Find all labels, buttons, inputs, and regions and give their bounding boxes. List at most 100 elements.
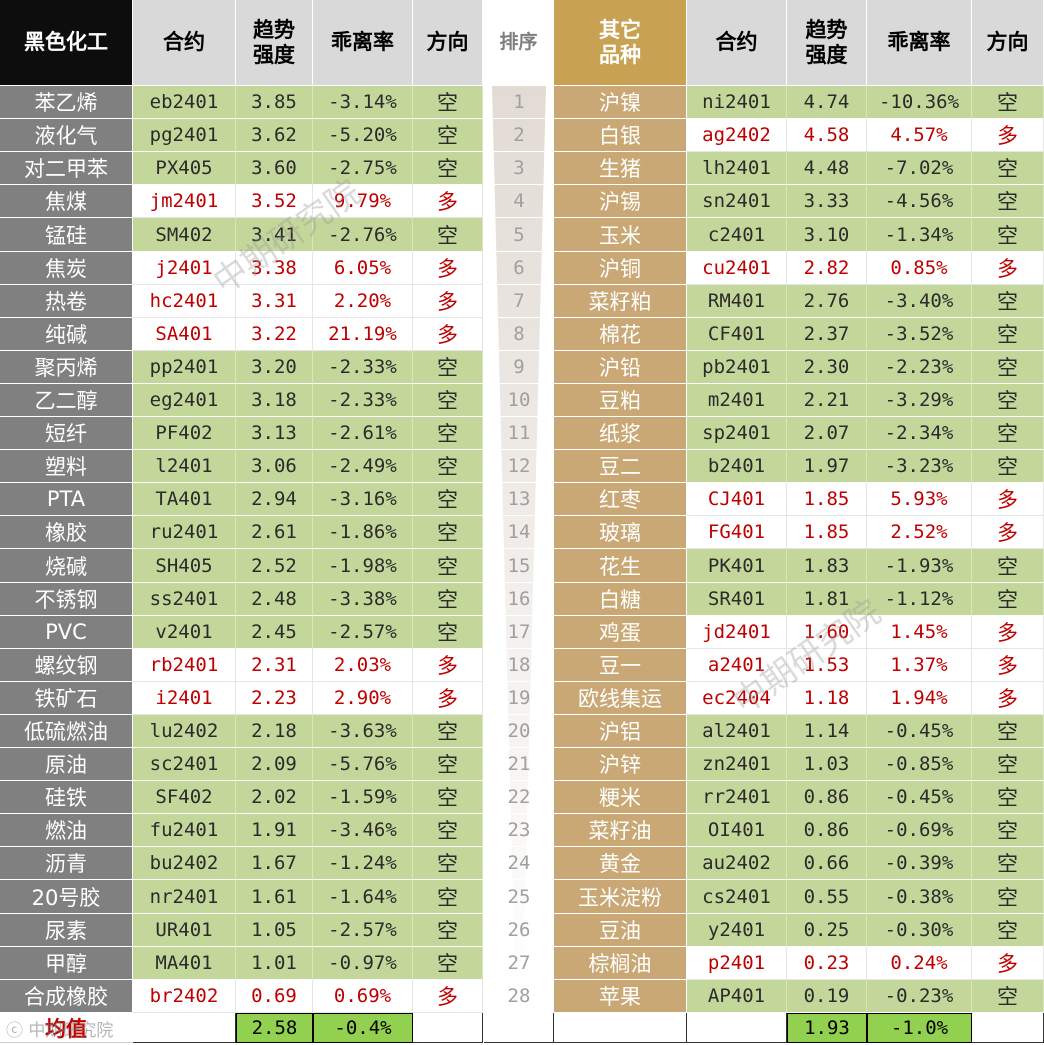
rank-number: 14 [484, 516, 554, 549]
left-commodity-name: 焦炭 [0, 252, 133, 285]
left-contract: ru2401 [133, 516, 236, 549]
left-trend-strength: 2.09 [236, 748, 313, 781]
left-trend-strength: 0.69 [236, 980, 313, 1013]
right-trend-strength: 1.85 [787, 483, 867, 516]
left-trend-strength: 2.02 [236, 781, 313, 814]
left-commodity-name: 合成橡胶 [0, 980, 133, 1013]
left-commodity-name: 短纤 [0, 417, 133, 450]
left-trend-strength: 2.31 [236, 649, 313, 682]
left-deviation-rate: 21.19% [313, 318, 413, 351]
right-direction: 空 [972, 351, 1044, 384]
left-commodity-name: 焦煤 [0, 185, 133, 218]
right-commodity-name: 玉米 [554, 218, 687, 252]
right-contract: rr2401 [687, 781, 787, 814]
right-contract: AP401 [687, 980, 787, 1013]
left-direction: 多 [413, 285, 483, 318]
left-trend-strength: 2.48 [236, 583, 313, 616]
left-direction: 空 [413, 748, 483, 781]
right-commodity-name: 花生 [554, 549, 687, 583]
left-contract: fu2401 [133, 814, 236, 847]
left-contract: TA401 [133, 483, 236, 516]
left-trend-strength: 1.61 [236, 880, 313, 914]
right-contract: pb2401 [687, 351, 787, 384]
left-commodity-name: 纯碱 [0, 318, 133, 351]
right-contract: lh2401 [687, 152, 787, 185]
left-direction: 空 [413, 417, 483, 450]
left-direction: 空 [413, 616, 483, 649]
rank-number: 6 [484, 252, 554, 285]
average-left-deviation: -0.4% [313, 1013, 413, 1043]
right-trend-strength: 0.19 [787, 980, 867, 1013]
right-commodity-name: 豆油 [554, 914, 687, 947]
left-deviation-rate: 2.90% [313, 682, 413, 715]
rank-number: 7 [484, 285, 554, 318]
left-deviation-rate: -1.24% [313, 847, 413, 880]
rank-number: 17 [484, 616, 554, 649]
right-trend-strength: 2.82 [787, 252, 867, 285]
right-contract: a2401 [687, 649, 787, 682]
left-deviation-rate: 2.03% [313, 649, 413, 682]
average-label: 均值 [0, 1013, 133, 1043]
left-trend-strength: 3.52 [236, 185, 313, 218]
right-deviation-rate: 1.37% [867, 649, 972, 682]
right-trend-strength: 2.37 [787, 318, 867, 351]
right-commodity-name: 豆一 [554, 649, 687, 682]
average-right-deviation: -1.0% [867, 1013, 972, 1043]
right-contract: jd2401 [687, 616, 787, 649]
left-contract: SF402 [133, 781, 236, 814]
right-trend-strength: 0.55 [787, 880, 867, 914]
left-commodity-name: 沥青 [0, 847, 133, 880]
right-deviation-rate: 0.85% [867, 252, 972, 285]
right-direction: 空 [972, 847, 1044, 880]
rank-number: 2 [484, 119, 554, 152]
right-commodity-name: 豆二 [554, 450, 687, 483]
rank-number: 9 [484, 351, 554, 384]
left-trend-strength: 3.31 [236, 285, 313, 318]
left-trend-strength: 3.13 [236, 417, 313, 450]
right-contract: CJ401 [687, 483, 787, 516]
rank-number: 3 [484, 152, 554, 185]
right-direction: 多 [972, 516, 1044, 549]
right-trend-strength: 1.03 [787, 748, 867, 781]
left-deviation-rate: -1.86% [313, 516, 413, 549]
left-deviation-rate: -2.33% [313, 384, 413, 417]
header-contract-right: 合约 [687, 0, 787, 86]
right-trend-strength: 1.60 [787, 616, 867, 649]
average-blank-rank [484, 1013, 554, 1043]
left-trend-strength: 3.62 [236, 119, 313, 152]
average-blank-right [687, 1013, 787, 1043]
left-direction: 多 [413, 649, 483, 682]
right-direction: 空 [972, 417, 1044, 450]
rank-number: 28 [484, 980, 554, 1013]
left-trend-strength: 3.38 [236, 252, 313, 285]
right-contract: CF401 [687, 318, 787, 351]
right-commodity-name: 红枣 [554, 483, 687, 516]
right-direction: 空 [972, 285, 1044, 318]
left-contract: lu2402 [133, 715, 236, 748]
left-commodity-name: 螺纹钢 [0, 649, 133, 682]
left-deviation-rate: 2.20% [313, 285, 413, 318]
right-trend-strength: 2.21 [787, 384, 867, 417]
right-trend-strength: 0.66 [787, 847, 867, 880]
left-trend-strength: 2.45 [236, 616, 313, 649]
left-trend-strength: 1.01 [236, 947, 313, 980]
left-contract: PX405 [133, 152, 236, 185]
right-deviation-rate: -10.36% [867, 86, 972, 119]
right-commodity-name: 菜籽粕 [554, 285, 687, 318]
right-contract: ni2401 [687, 86, 787, 119]
left-direction: 空 [413, 549, 483, 583]
right-contract: OI401 [687, 814, 787, 847]
right-trend-strength: 4.48 [787, 152, 867, 185]
right-commodity-name: 沪锡 [554, 185, 687, 218]
right-direction: 空 [972, 218, 1044, 252]
left-deviation-rate: -3.14% [313, 86, 413, 119]
average-left-strength: 2.58 [236, 1013, 313, 1043]
right-commodity-name: 白糖 [554, 583, 687, 616]
left-direction: 空 [413, 450, 483, 483]
right-direction: 空 [972, 914, 1044, 947]
right-commodity-name: 沪锌 [554, 748, 687, 781]
right-trend-strength: 2.07 [787, 417, 867, 450]
right-deviation-rate: 1.45% [867, 616, 972, 649]
left-direction: 空 [413, 384, 483, 417]
